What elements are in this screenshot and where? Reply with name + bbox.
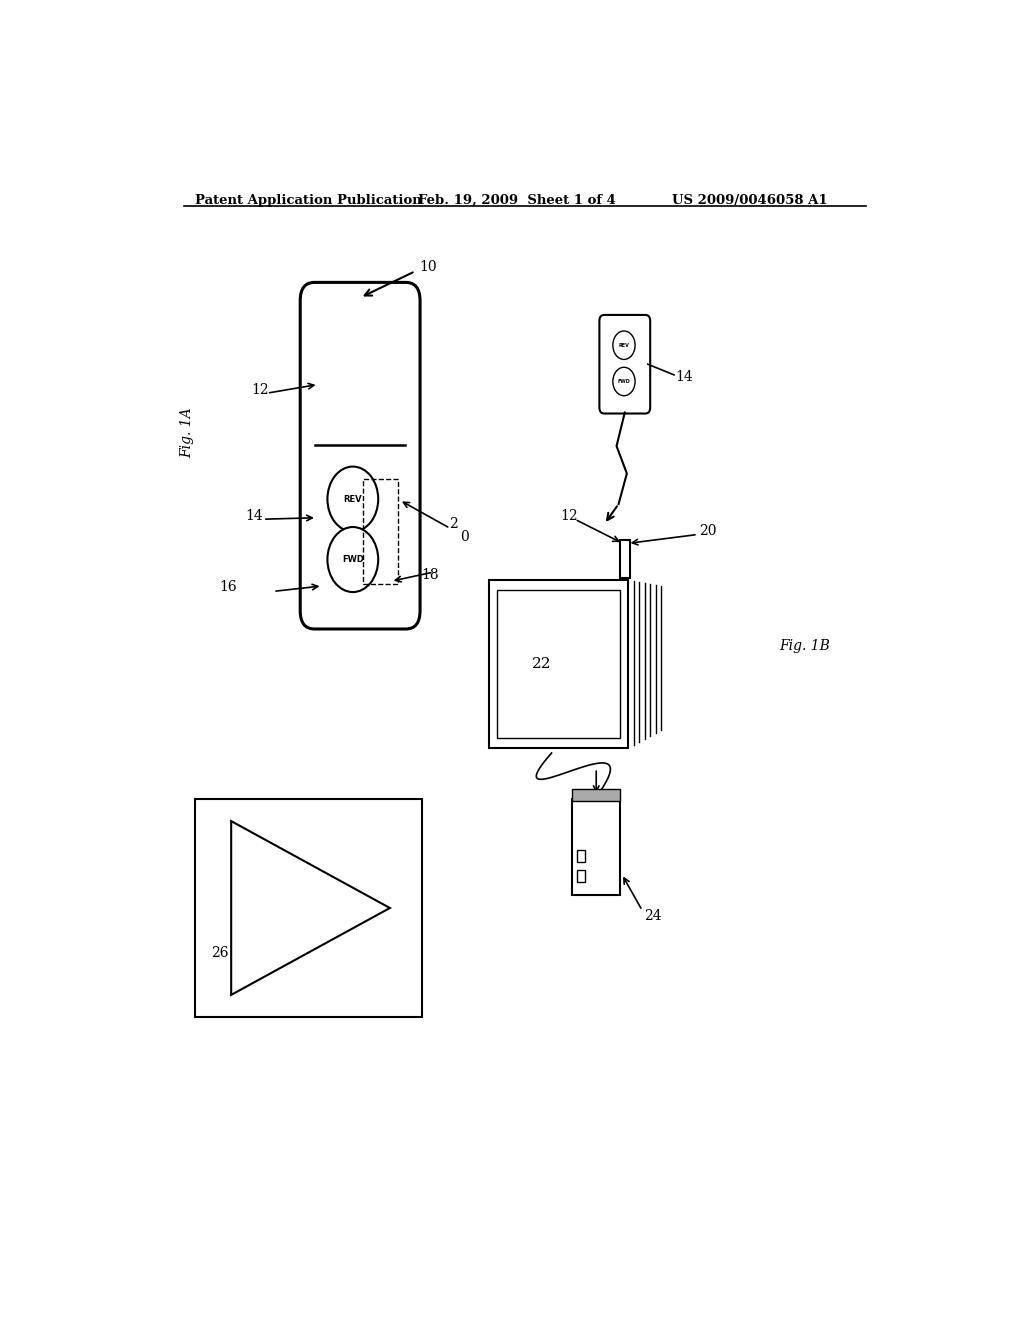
- Text: REV: REV: [618, 343, 630, 347]
- Text: 14: 14: [246, 510, 263, 523]
- Bar: [362, 479, 397, 585]
- Polygon shape: [231, 821, 390, 995]
- Text: 22: 22: [532, 657, 552, 671]
- Text: 2: 2: [450, 517, 458, 532]
- Circle shape: [612, 367, 635, 396]
- Bar: [572, 799, 621, 895]
- Circle shape: [328, 466, 378, 532]
- FancyBboxPatch shape: [300, 282, 420, 630]
- Bar: [489, 581, 628, 748]
- Text: 12: 12: [560, 510, 579, 523]
- Text: FWD: FWD: [342, 554, 364, 564]
- Text: 26: 26: [211, 946, 228, 960]
- Text: 18: 18: [422, 568, 439, 582]
- Text: REV: REV: [343, 495, 362, 504]
- Text: 10: 10: [419, 260, 437, 275]
- Circle shape: [328, 527, 378, 593]
- Text: Fig. 1A: Fig. 1A: [180, 408, 195, 458]
- Text: Patent Application Publication: Patent Application Publication: [196, 194, 422, 207]
- Bar: [497, 590, 621, 738]
- Text: 0: 0: [461, 529, 469, 544]
- Text: 24: 24: [644, 908, 662, 923]
- Text: 16: 16: [219, 581, 237, 594]
- Bar: [196, 799, 422, 1018]
- Text: 14: 14: [676, 370, 693, 384]
- Text: 20: 20: [699, 524, 717, 539]
- Text: US 2009/0046058 A1: US 2009/0046058 A1: [672, 194, 827, 207]
- Bar: [578, 850, 585, 862]
- FancyBboxPatch shape: [599, 315, 650, 413]
- Text: Feb. 19, 2009  Sheet 1 of 4: Feb. 19, 2009 Sheet 1 of 4: [418, 194, 615, 207]
- Text: 12: 12: [251, 383, 268, 397]
- Bar: [572, 788, 621, 801]
- Bar: [578, 870, 585, 882]
- Text: Fig. 1B: Fig. 1B: [778, 639, 829, 653]
- Bar: [620, 540, 630, 578]
- Text: FWD: FWD: [617, 379, 631, 384]
- Circle shape: [612, 331, 635, 359]
